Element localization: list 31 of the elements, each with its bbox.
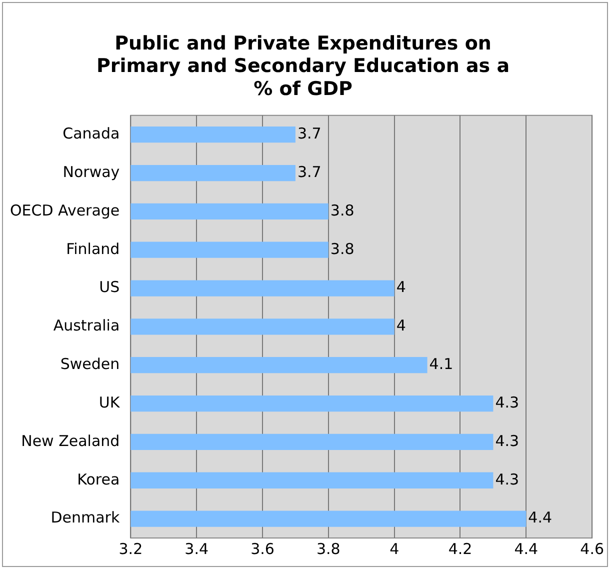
x-tick-label: 3.6 — [250, 540, 274, 558]
y-tick-label: Finland — [66, 240, 120, 258]
chart-title: Public and Private Expenditures on Primary and Secondary Education as a % of GDP — [96, 32, 510, 100]
data-label: 4.1 — [429, 355, 454, 374]
y-tick-label: Australia — [53, 316, 120, 335]
y-tick-label: Korea — [77, 470, 120, 488]
x-tick-label: 3.2 — [118, 540, 143, 558]
data-label: 4.3 — [495, 432, 520, 450]
data-label: 4.4 — [528, 508, 552, 527]
data-label: 4.3 — [495, 470, 520, 488]
data-label: 4.3 — [495, 393, 520, 412]
x-tick-label: 4.6 — [580, 540, 604, 558]
x-tick-label: 4.2 — [448, 540, 472, 558]
y-tick-label: Sweden — [60, 355, 120, 374]
data-label: 4 — [396, 316, 406, 335]
y-tick-label: Denmark — [50, 508, 120, 527]
y-tick-label: US — [99, 278, 120, 296]
data-label: 3.8 — [330, 201, 354, 220]
data-label: 3.8 — [330, 240, 354, 258]
x-tick-label: 4.4 — [514, 540, 538, 558]
data-label: 3.7 — [297, 162, 322, 181]
x-tick-label: 4 — [390, 540, 400, 558]
y-tick-label: Canada — [62, 124, 120, 142]
y-tick-label: OECD Average — [10, 201, 120, 220]
y-tick-label: UK — [98, 393, 121, 412]
x-tick-label: 3.4 — [184, 540, 209, 558]
data-label: 4 — [396, 278, 406, 296]
data-label: 3.7 — [297, 124, 322, 142]
y-tick-label: New Zealand — [21, 432, 120, 450]
x-tick-label: 3.8 — [316, 540, 340, 558]
y-tick-label: Norway — [62, 162, 120, 181]
